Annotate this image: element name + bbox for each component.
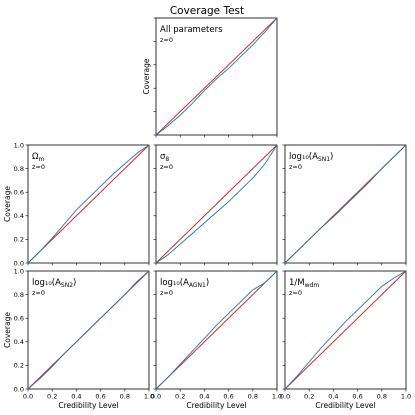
x-tick-label: 0.0 <box>23 393 33 401</box>
panel-label: log₁₀(ASN2) <box>32 278 76 289</box>
x-tick-label: 0.8 <box>377 393 387 401</box>
panel-a_sn2: 0.00.0 0.2 0.2 0.4 0.4 0.6 0.6 0.8 0.8 1.0 1.0 log₁… <box>3 267 154 410</box>
series-line-coverage <box>155 144 278 264</box>
panel-label: Ωm <box>32 152 45 163</box>
y-tick-label: 1.0 <box>14 267 24 275</box>
series-line-coverage <box>27 270 150 390</box>
panel-label: 1/Mwdm <box>289 278 319 289</box>
x-tick-label: 0.8 <box>120 393 130 401</box>
figure-title: Coverage Test <box>170 5 244 17</box>
y-tick-label: 0.6 <box>14 189 24 197</box>
panel-label: All parameters <box>160 25 223 35</box>
x-tick-label: 0.4 <box>199 393 209 401</box>
y-axis-label: Coverage <box>3 186 12 222</box>
x-tick-label: 0.8 <box>248 393 258 401</box>
series-line-reference <box>284 270 407 390</box>
y-tick-label: 0.0 <box>14 259 24 267</box>
x-tick-label: 0.6 <box>95 393 105 401</box>
x-axis-label: Credibility Level <box>58 401 118 410</box>
panel-label: log₁₀(AAGN1) <box>160 278 209 289</box>
x-tick-label: 0.0 <box>280 393 290 401</box>
x-tick-label: 0.4 <box>328 393 338 401</box>
x-tick-label: 0.4 <box>71 393 81 401</box>
x-axis-label: Credibility Level <box>186 401 246 410</box>
series-line-reference <box>27 144 150 264</box>
x-tick-label: 0.2 <box>304 393 314 401</box>
x-axis-label: Credibility Level <box>315 401 375 410</box>
y-axis-label: Coverage <box>3 312 12 348</box>
x-tick-label: 0.6 <box>352 393 362 401</box>
x-tick-label: 0.6 <box>223 393 233 401</box>
panel-label: σ8 <box>160 152 169 163</box>
series-line-reference <box>155 270 278 390</box>
series-line-coverage <box>284 144 407 264</box>
y-tick-label: 0.6 <box>14 315 24 323</box>
series-line-coverage <box>284 270 407 390</box>
series-line-coverage <box>155 270 278 390</box>
panel-annotation: z=0 <box>32 163 45 171</box>
panel-annotation: z=0 <box>289 163 302 171</box>
y-axis-label: Coverage <box>142 58 151 94</box>
y-tick-label: 0.2 <box>14 236 24 244</box>
x-tick-label: 1.0 <box>272 393 282 401</box>
series-line-coverage <box>27 144 150 264</box>
panel-label: log₁₀(ASN1) <box>289 152 333 163</box>
x-tick-label: 1.0 <box>144 393 154 401</box>
y-tick-label: 1.0 <box>14 141 24 149</box>
y-tick-label: 0.4 <box>14 338 24 346</box>
y-tick-label: 0.8 <box>14 291 24 299</box>
panel-annotation: z=0 <box>32 289 45 297</box>
series-line-reference <box>155 144 278 264</box>
x-tick-label: 0.2 <box>47 393 57 401</box>
series-line-reference <box>155 17 278 136</box>
x-tick-label: 0.0 <box>151 393 161 401</box>
y-tick-label: 0.2 <box>14 362 24 370</box>
panel-sigma_8: σ8z=0 <box>153 144 278 266</box>
y-tick-label: 0.8 <box>14 165 24 173</box>
panel-a_sn1: log₁₀(ASN1)z=0 <box>282 144 407 266</box>
y-tick-label: 0.0 <box>14 385 24 393</box>
x-tick-label: 0.2 <box>175 393 185 401</box>
series-line-coverage <box>155 17 278 136</box>
panel-annotation: z=0 <box>160 163 173 171</box>
panel-a_agn1: 0.0 0.2 0.4 0.6 0.8 1.0 log₁₀(AAGN1)z=0 Credibi… <box>151 270 282 410</box>
panel-annotation: z=0 <box>160 36 173 44</box>
panel-annotation: z=0 <box>160 289 173 297</box>
x-tick-label: 1.0 <box>401 393 411 401</box>
panels-group: All parametersz=0Coverage0.00.20.40.60.8… <box>3 17 411 410</box>
y-tick-label: 0.4 <box>14 212 24 220</box>
panel-annotation: z=0 <box>289 289 302 297</box>
panel-omega_m: 0.0 0.2 0.4 0.6 0.8 1.0 Ωmz=0 Coverage <box>3 141 150 267</box>
